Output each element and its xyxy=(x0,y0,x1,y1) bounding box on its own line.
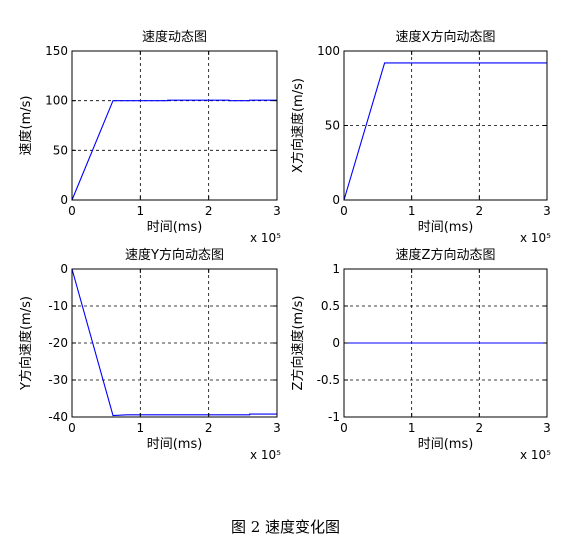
x-tick-label: 3 xyxy=(273,204,281,218)
y-tick-label: -20 xyxy=(48,336,68,350)
x-tick-label: 2 xyxy=(476,204,484,218)
y-tick-label: 0 xyxy=(332,193,340,207)
x-axis-label: 时间(ms) xyxy=(418,220,474,235)
y-tick-label: 100 xyxy=(317,44,340,58)
x-tick-label: 0 xyxy=(340,204,348,218)
chart-title: 速度Z方向动态图 xyxy=(396,247,496,263)
y-tick-label: 0.5 xyxy=(321,299,340,313)
series-line-1 xyxy=(343,62,547,201)
chart-title: 速度Y方向动态图 xyxy=(125,247,224,263)
x-tick-label: 3 xyxy=(273,421,281,435)
x-tick-label: 2 xyxy=(205,421,213,435)
x-tick-label: 0 xyxy=(340,421,348,435)
x-tick-label: 3 xyxy=(543,204,551,218)
y-axis-label: 速度(m/s) xyxy=(18,96,34,156)
y-tick-label: 0 xyxy=(60,193,68,207)
x-tick-label: 1 xyxy=(137,204,145,218)
chart-title: 速度动态图 xyxy=(142,29,207,45)
y-tick-label: 100 xyxy=(45,94,68,108)
y-axis-label: Y方向速度(m/s) xyxy=(18,296,34,391)
x-tick-label: 0 xyxy=(68,204,76,218)
x-axis-label: 时间(ms) xyxy=(147,437,203,452)
y-tick-label: -1 xyxy=(328,410,340,424)
y-tick-label: 0 xyxy=(60,262,68,276)
series-line-1 xyxy=(71,99,277,201)
x-axis-label: 时间(ms) xyxy=(418,437,474,452)
y-axis-label: Z方向速度(m/s) xyxy=(290,296,306,391)
y-tick-label: 50 xyxy=(53,143,68,157)
x-axis-exponent: x 10⁵ xyxy=(520,231,551,245)
figure-caption: 图 2 速度变化图 xyxy=(230,518,341,536)
x-tick-label: 3 xyxy=(543,421,551,435)
plot-area xyxy=(72,51,277,200)
series-line-1 xyxy=(71,268,277,417)
x-tick-label: 2 xyxy=(205,204,213,218)
x-axis-label: 时间(ms) xyxy=(147,220,203,235)
x-axis-exponent: x 10⁵ xyxy=(250,231,281,245)
x-tick-label: 1 xyxy=(408,204,416,218)
y-tick-label: -40 xyxy=(48,410,68,424)
y-tick-label: 50 xyxy=(325,119,340,133)
x-tick-label: 0 xyxy=(68,421,76,435)
x-axis-exponent: x 10⁵ xyxy=(520,448,551,462)
x-tick-label: 1 xyxy=(408,421,416,435)
y-tick-label: -10 xyxy=(48,299,68,313)
x-tick-label: 1 xyxy=(137,421,145,435)
y-tick-label: 0 xyxy=(332,336,340,350)
chart-title: 速度X方向动态图 xyxy=(396,29,496,45)
y-tick-label: -30 xyxy=(48,373,68,387)
x-tick-label: 2 xyxy=(476,421,484,435)
y-tick-label: -0.5 xyxy=(317,373,340,387)
y-axis-label: X方向速度(m/s) xyxy=(290,78,306,173)
y-tick-label: 150 xyxy=(45,44,68,58)
y-tick-label: 1 xyxy=(332,262,340,276)
x-axis-exponent: x 10⁵ xyxy=(250,448,281,462)
axes-box xyxy=(71,50,278,201)
